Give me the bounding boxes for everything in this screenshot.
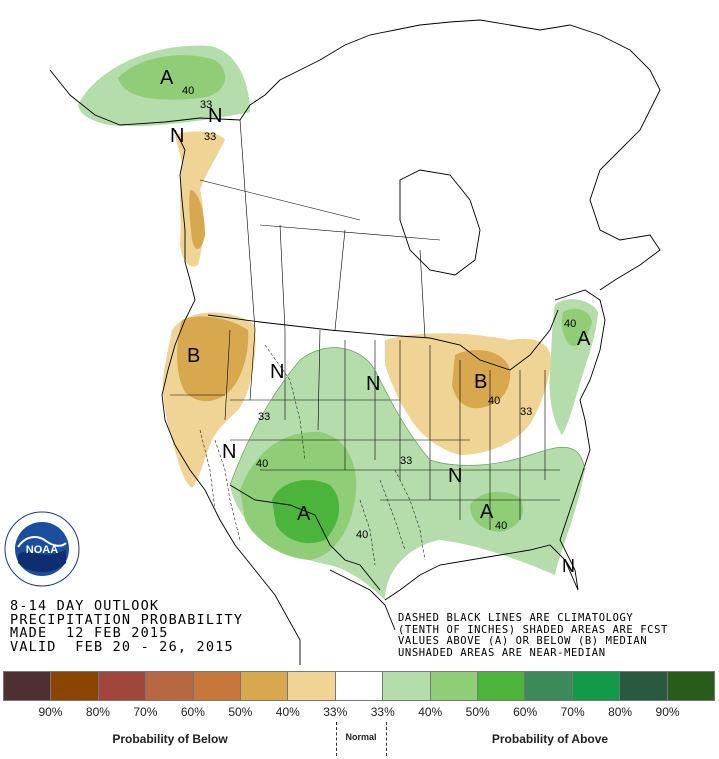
ne-a-label: A (577, 328, 591, 350)
note-line: DASHED BLACK LINES ARE CLIMATOLOGY (398, 613, 634, 624)
legend-percent-label: 70% (560, 705, 585, 719)
bc-below-region (175, 131, 225, 267)
note-line: UNSHADED AREAS ARE NEAR-MEDIAN (398, 646, 606, 659)
climatology-line-3 (394, 469, 426, 561)
legend-above-title: Probability of Above (491, 732, 609, 746)
legend-normal-title: Normal (345, 732, 377, 742)
legend-swatch (241, 672, 289, 700)
legend-percent-label: 60% (513, 705, 538, 719)
west-n-label: N (270, 361, 284, 383)
legend-percent-label: 60% (180, 705, 205, 719)
legend-percent-label: 90% (655, 705, 680, 719)
se-40-label: 40 (495, 520, 507, 532)
plains-n-label: N (366, 373, 380, 395)
southwest-a-label: A (297, 503, 311, 525)
legend-swatch (620, 672, 668, 700)
florida-n-label: N (562, 556, 575, 576)
legend-color-bar (3, 671, 715, 701)
coastline (49, 69, 606, 665)
mid-n-label: N (448, 465, 462, 487)
hudson-bay (399, 169, 481, 276)
normal-divider-left (336, 722, 337, 756)
outlook-line1: 8-14 DAY OUTLOOK (10, 598, 160, 614)
us-canada-border (207, 309, 559, 371)
west-b-label: B (187, 345, 200, 367)
mid-33-label: 33 (400, 455, 412, 467)
west-33-label: 33 (258, 411, 270, 423)
glakes-below-40-region (452, 350, 511, 409)
glakes-40-label: 40 (488, 395, 500, 407)
legend-swatch (4, 672, 52, 700)
glakes-33-label: 33 (520, 406, 532, 418)
tx-40-label: 40 (356, 529, 368, 541)
legend-swatch (478, 672, 526, 700)
west-n2-label: N (222, 441, 236, 463)
legend-percent-label: 40% (418, 705, 443, 719)
legend-percent-label: 70% (133, 705, 158, 719)
climatology-line-2 (264, 344, 306, 461)
legend-swatch (335, 672, 384, 700)
canada-coast (249, 19, 661, 291)
legend-percent-label: 90% (38, 705, 63, 719)
ne-40-label: 40 (564, 318, 576, 330)
canada-provinces (199, 119, 441, 339)
legend-percent-label: 50% (465, 705, 490, 719)
alaska-33b-label: 33 (204, 131, 216, 143)
legend-swatch (430, 672, 479, 700)
outlook-text-block: 8-14 DAY OUTLOOK PRECIPITATION PROBABILI… (10, 598, 244, 655)
alaska-above-40-region (118, 55, 226, 100)
alaska-n2-label: N (170, 125, 184, 147)
contour-33-south (229, 347, 586, 486)
legend-below-title: Probability of Below (112, 732, 228, 746)
alaska-33-label: 33 (200, 99, 212, 111)
climatology-line-4 (379, 479, 406, 551)
outlook-valid: VALID FEB 20 - 26, 2015 (10, 638, 234, 655)
legend-percent-label: 33% (370, 705, 395, 719)
legend-percent-label: 50% (228, 705, 253, 719)
note-line: (TENTH OF INCHES) SHADED AREAS ARE FCST (398, 623, 668, 636)
legend-swatch (288, 672, 336, 700)
legend-percent-label: 40% (275, 705, 300, 719)
alaska-n-label: N (208, 105, 222, 127)
note-line: VALUES ABOVE (A) OR BELOW (B) MEDIAN (398, 635, 648, 647)
us-mexico-border (229, 484, 381, 591)
climatology-line-5 (199, 429, 216, 511)
notes-block: DASHED BLACK LINES ARE CLIMATOLOGY (TENT… (398, 613, 716, 659)
legend-swatch (98, 672, 147, 700)
west-below-40-region (177, 316, 249, 402)
climatology-line-1 (214, 439, 241, 541)
legend-percent-label: 80% (85, 705, 110, 719)
us-states (170, 329, 560, 530)
normal-divider-right (386, 722, 387, 756)
legend-percent-label: 80% (608, 705, 633, 719)
legend-swatch (525, 672, 573, 700)
legend-percent-row: 90% 80% 70% 60% 50% 40% 33% 33% 40% 50% 60% 70% 80% 9… (3, 705, 715, 719)
legend-swatch (51, 672, 99, 700)
se-a-label: A (480, 501, 494, 523)
glakes-b-label: B (474, 371, 487, 393)
legend-percent-label: 33% (323, 705, 348, 719)
logo-text: NOAA (26, 544, 58, 556)
alaska-a-label: A (160, 67, 174, 89)
ne-above-40-region (561, 308, 592, 347)
outlook-line2: PRECIPITATION PROBABILITY (10, 611, 244, 628)
legend-swatch (572, 672, 621, 700)
alaska-40-label: 40 (182, 85, 194, 97)
sw-40-label: 40 (256, 458, 268, 470)
outlook-map: A 40 33 N N 33 B N 33 N 40 A N 33 N 40 B… (49, 19, 661, 665)
legend-swatch (146, 672, 194, 700)
legend-swatch (383, 672, 431, 700)
bc-below-40-region (189, 190, 205, 250)
noaa-logo: NOAA (4, 511, 80, 587)
legend-swatch (667, 672, 715, 700)
outlook-made: MADE 12 FEB 2015 (10, 625, 169, 641)
legend-swatch (193, 672, 242, 700)
se-above-40-region (470, 491, 524, 532)
climatology-line-6 (359, 499, 376, 566)
